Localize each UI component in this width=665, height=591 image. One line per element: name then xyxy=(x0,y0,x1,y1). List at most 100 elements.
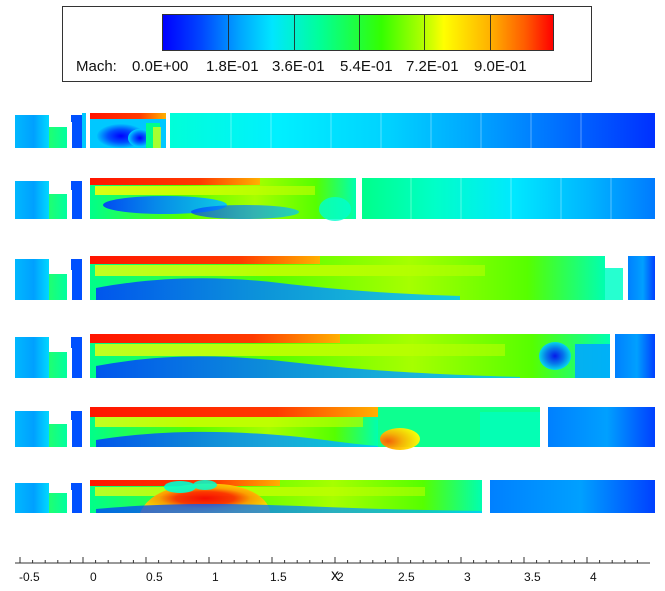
legend-tick-label: 3.6E-01 xyxy=(272,58,325,75)
mach-colorbar xyxy=(162,14,554,51)
gap-line xyxy=(610,334,615,378)
gap-line xyxy=(86,256,90,300)
x-tick-label: 2.5 xyxy=(398,570,415,584)
gap-line xyxy=(68,190,72,219)
inlet-region xyxy=(49,493,67,513)
splitter-region xyxy=(71,411,82,447)
x-tick-label: 1 xyxy=(212,570,219,584)
jet-core xyxy=(90,256,320,264)
gap-line xyxy=(482,480,490,513)
x-tick-label: -0.5 xyxy=(19,570,40,584)
legend-labels: Mach: 0.0E+00 1.8E-01 3.6E-01 5.4E-01 7.… xyxy=(63,58,591,76)
gap-line xyxy=(356,178,362,219)
downstream-mix xyxy=(480,412,540,447)
splitter-region xyxy=(71,181,82,219)
mesh-stripes xyxy=(410,178,612,219)
left-plenum xyxy=(15,411,49,447)
gap-line xyxy=(86,178,90,219)
gap-line xyxy=(68,270,72,300)
inlet-region xyxy=(49,127,67,148)
low-speed-region xyxy=(96,278,460,300)
x-axis-title: x xyxy=(331,567,339,584)
downstream-block xyxy=(628,256,655,300)
gap-line xyxy=(68,420,72,447)
x-tick-label: 2 xyxy=(337,570,344,584)
downstream-channel xyxy=(362,178,655,219)
exit-section xyxy=(575,344,610,378)
downstream-block xyxy=(548,407,655,447)
contour-panel-2 xyxy=(15,178,655,221)
x-axis xyxy=(15,557,650,564)
splitter-region xyxy=(71,483,82,513)
jet-core xyxy=(90,178,260,185)
splitter-region xyxy=(71,337,82,378)
x-tick-label: 4 xyxy=(590,570,597,584)
gap-line xyxy=(68,348,72,378)
mesh-stripes xyxy=(230,113,582,148)
left-plenum xyxy=(15,259,49,300)
shear-layer xyxy=(95,344,505,356)
exit-section xyxy=(605,268,623,300)
x-tick-label: 0 xyxy=(90,570,97,584)
low-speed-region xyxy=(96,431,378,447)
shear-layer xyxy=(95,186,315,195)
colorbar-divider xyxy=(294,15,295,50)
colorbar-divider xyxy=(359,15,360,50)
yellow-region xyxy=(153,127,161,148)
inlet-region xyxy=(49,424,67,447)
jet-core xyxy=(90,113,166,119)
exit-plume xyxy=(319,197,351,221)
legend-tick-label: 1.8E-01 xyxy=(206,58,259,75)
gap-line xyxy=(86,113,90,148)
colorbar-divider xyxy=(424,15,425,50)
jet-core xyxy=(90,407,378,417)
legend-tick-label: 7.2E-01 xyxy=(406,58,459,75)
colorbar-divider xyxy=(490,15,491,50)
legend-title: Mach: xyxy=(76,58,117,75)
left-plenum xyxy=(15,115,49,148)
gap-line xyxy=(68,490,72,513)
splitter-region xyxy=(71,115,82,148)
shear-layer xyxy=(95,487,425,496)
gap-line xyxy=(68,122,72,148)
jet-core xyxy=(90,334,340,343)
inlet-region xyxy=(49,274,67,300)
gap-line xyxy=(540,407,548,447)
colorbar-divider xyxy=(228,15,229,50)
wave-crest xyxy=(193,480,217,490)
contour-panel-3 xyxy=(15,256,655,300)
gap-line xyxy=(86,334,90,378)
wave-crest xyxy=(164,481,196,493)
shock-region xyxy=(380,428,420,450)
inlet-region xyxy=(49,352,67,378)
left-plenum xyxy=(15,181,49,219)
downstream-block xyxy=(490,480,655,513)
downstream-channel xyxy=(170,113,655,148)
x-tick-label: 3 xyxy=(464,570,471,584)
shear-layer xyxy=(95,265,485,276)
contour-panel-5 xyxy=(15,407,655,450)
x-axis-ticks xyxy=(19,557,638,563)
gap-line xyxy=(86,480,90,513)
legend-tick-label: 5.4E-01 xyxy=(340,58,393,75)
left-plenum xyxy=(15,337,49,378)
left-plenum xyxy=(15,483,49,513)
colorbar-legend: Mach: 0.0E+00 1.8E-01 3.6E-01 5.4E-01 7.… xyxy=(62,6,592,82)
legend-tick-label: 0.0E+00 xyxy=(132,58,189,75)
x-tick-label: 0.5 xyxy=(146,570,163,584)
contour-panel-6 xyxy=(15,480,655,513)
legend-tick-label: 9.0E-01 xyxy=(474,58,527,75)
inlet-region xyxy=(49,194,67,219)
x-tick-label: 3.5 xyxy=(524,570,541,584)
low-speed-region xyxy=(96,504,482,513)
splitter-region xyxy=(71,259,82,300)
x-tick-label: 1.5 xyxy=(270,570,287,584)
low-speed-region xyxy=(96,356,520,378)
low-speed-streak xyxy=(191,205,299,219)
exit-vortex xyxy=(539,342,571,370)
contour-panel-1 xyxy=(15,113,655,148)
contour-panel-4 xyxy=(15,334,655,378)
gap-line xyxy=(623,256,628,300)
